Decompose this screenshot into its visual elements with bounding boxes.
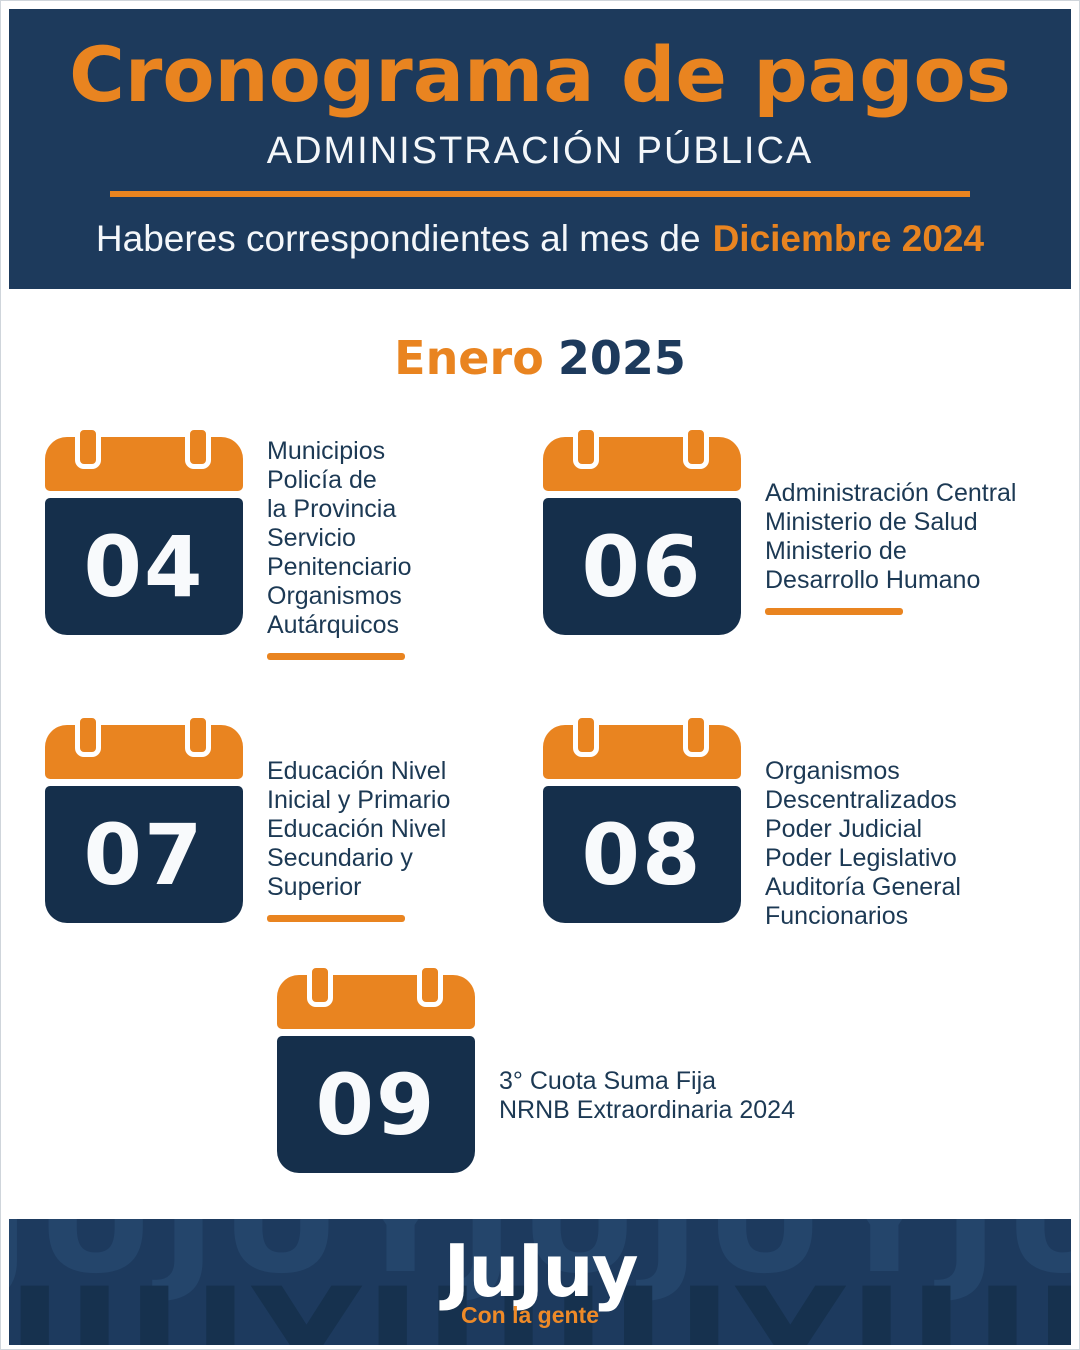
calendar-body: 09 — [277, 1036, 475, 1173]
entry-line: Educación Nivel — [267, 815, 447, 843]
calendar-day: 09 — [315, 1055, 437, 1154]
month-name: Enero — [394, 331, 544, 385]
month-title: Enero 2025 — [1, 331, 1079, 385]
entry-underline — [765, 608, 903, 615]
calendar-icon: 04 — [45, 425, 243, 635]
entry-line: Penitenciario — [267, 553, 412, 581]
entry-line: Organismos — [267, 582, 402, 610]
entry-line: Secundario y — [267, 844, 413, 872]
entry-line: Ministerio de — [765, 537, 907, 565]
header-divider — [110, 191, 970, 197]
footer-pattern: JUJUYJUJUYJUJUYJUJUYJUJUY — [9, 1219, 1071, 1307]
header-banner: Cronograma de pagos ADMINISTRACIÓN PÚBLI… — [9, 9, 1071, 289]
calendar-tab-icon — [683, 425, 709, 469]
calendar-day: 04 — [83, 517, 205, 616]
entry-text: Educación Nivel Inicial y Primario Educa… — [267, 757, 450, 922]
footer-banner: JUJUYJUJUYJUJUYJUJUYJUJUY JUJUYJUJUYJUJU… — [9, 1219, 1071, 1345]
entry-line: Administración Central — [765, 479, 1017, 507]
schedule-entry-06: 06 Administración Central Ministerio de … — [543, 425, 1017, 635]
entry-line: Auditoría General — [765, 873, 961, 901]
entry-underline — [267, 915, 405, 922]
entry-line: Poder Judicial — [765, 815, 923, 843]
entry-line: Ministerio de Salud — [765, 508, 978, 536]
page-title: Cronograma de pagos — [69, 30, 1011, 119]
entry-text: Administración Central Ministerio de Sal… — [765, 479, 1017, 615]
calendar-day: 06 — [581, 517, 703, 616]
calendar-tab-icon — [307, 963, 333, 1007]
calendar-body: 04 — [45, 498, 243, 635]
entry-line: la Provincia — [267, 495, 397, 523]
entry-line: Descentralizados — [765, 786, 957, 814]
entry-line: Desarrollo Humano — [765, 566, 981, 594]
calendar-tab-icon — [75, 425, 101, 469]
entry-underline — [267, 653, 405, 660]
calendar-body: 08 — [543, 786, 741, 923]
entry-line: NRNB Extraordinaria 2024 — [499, 1096, 795, 1124]
calendar-day: 07 — [83, 805, 205, 904]
calendar-icon: 07 — [45, 713, 243, 923]
calendar-icon: 09 — [277, 963, 475, 1173]
calendar-tab-icon — [185, 713, 211, 757]
logo-tagline: Con la gente — [460, 1301, 599, 1328]
calendar-tab-icon — [573, 425, 599, 469]
calendar-tab-icon — [185, 425, 211, 469]
calendar-day: 08 — [581, 805, 703, 904]
schedule-entry-07: 07 Educación Nivel Inicial y Primario Ed… — [45, 713, 450, 923]
schedule-entry-04: 04 Municipios Policía de la Provincia Se… — [45, 425, 412, 660]
jujuy-logo: JuJuy — [443, 1228, 638, 1313]
entry-text: Municipios Policía de la Provincia Servi… — [267, 437, 412, 660]
entry-line: Organismos — [765, 757, 900, 785]
schedule-entry-08: 08 Organismos Descentralizados Poder Jud… — [543, 713, 961, 931]
header-subtitle: ADMINISTRACIÓN PÚBLICA — [266, 130, 814, 172]
entry-text: 3° Cuota Suma Fija NRNB Extraordinaria 2… — [499, 1067, 795, 1125]
calendar-icon: 08 — [543, 713, 741, 923]
entry-line: Funcionarios — [765, 902, 909, 930]
entry-text: Organismos Descentralizados Poder Judici… — [765, 757, 961, 931]
calendar-body: 07 — [45, 786, 243, 923]
note-highlight: Diciembre 2024 — [712, 218, 985, 259]
calendar-tab-icon — [683, 713, 709, 757]
entry-line: Municipios — [267, 437, 386, 465]
entry-line: Servicio — [267, 524, 356, 552]
entry-line: Superior — [267, 873, 362, 901]
header-note: Haberes correspondientes al mes de Dicie… — [9, 217, 1071, 261]
footer-pattern: JUJUYJUJUYJUJUYJUJUYJUJUY — [9, 1257, 1071, 1345]
entry-line: Educación Nivel — [267, 757, 447, 785]
month-year: 2025 — [557, 331, 686, 385]
note-prefix: Haberes correspondientes al mes de — [95, 218, 701, 259]
calendar-tab-icon — [573, 713, 599, 757]
calendar-icon: 06 — [543, 425, 741, 635]
calendar-tab-icon — [417, 963, 443, 1007]
entry-line: Poder Legislativo — [765, 844, 957, 872]
calendar-tab-icon — [75, 713, 101, 757]
calendar-body: 06 — [543, 498, 741, 635]
footer-logo-block: JuJuy Con la gente — [9, 1219, 1071, 1345]
entry-line: Autárquicos — [267, 611, 400, 639]
schedule-entry-09: 09 3° Cuota Suma Fija NRNB Extraordinari… — [277, 963, 795, 1173]
entry-line: Policía de — [267, 466, 377, 494]
entry-line: 3° Cuota Suma Fija — [499, 1067, 717, 1095]
entry-line: Inicial y Primario — [267, 786, 451, 814]
